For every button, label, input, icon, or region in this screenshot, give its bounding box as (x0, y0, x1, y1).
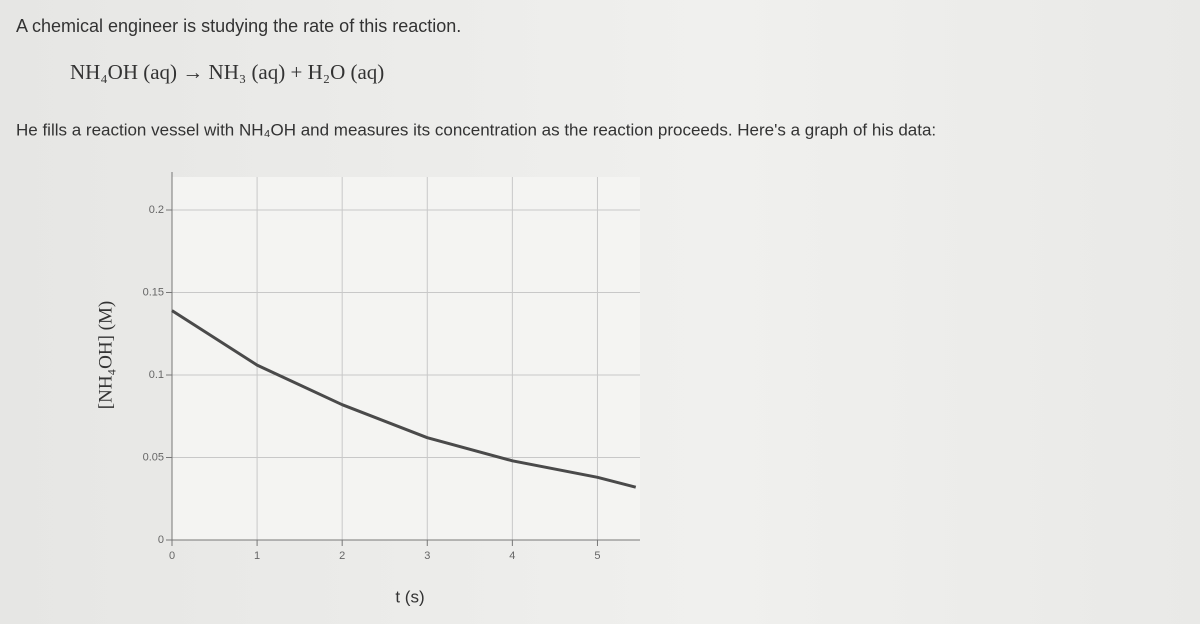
intro-text: A chemical engineer is studying the rate… (16, 16, 461, 36)
x-tick-label: 3 (424, 550, 430, 562)
description: He fills a reaction vessel with NH₄OH an… (16, 120, 936, 139)
y-tick-label: 0.1 (149, 369, 164, 381)
y-tick-label: 0 (158, 534, 164, 546)
x-tick-label: 1 (254, 550, 260, 562)
x-tick-label: 2 (339, 550, 345, 562)
x-axis-label: t (s) (395, 587, 424, 606)
equation: NH₄OH (aq) → NH₃ (aq) + H₂O (aq) (70, 60, 384, 84)
y-tick-label: 0.2 (149, 204, 164, 216)
data-line (171, 309, 637, 489)
y-axis-label: [NH₄OH] (M) (95, 301, 116, 409)
y-tick-label: 0.05 (143, 451, 164, 463)
x-tick-label: 5 (594, 550, 600, 562)
x-tick-label: 4 (509, 550, 515, 562)
plot-area (172, 177, 640, 540)
y-tick-label: 0.15 (143, 286, 164, 298)
x-tick-label: 0 (169, 550, 175, 562)
